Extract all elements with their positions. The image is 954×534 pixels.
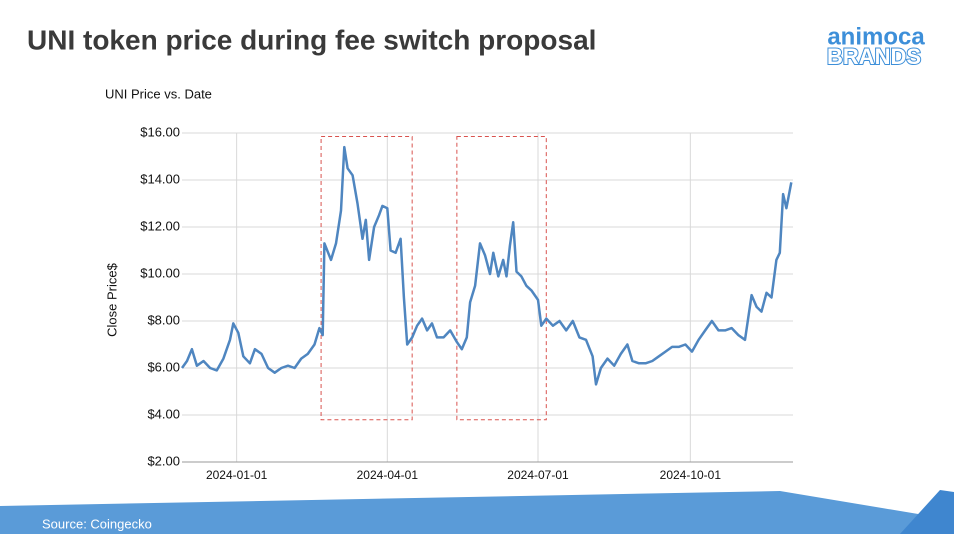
price-line [180,145,793,386]
y-tick-label: $8.00 [147,312,180,327]
x-tick-label: 2024-04-01 [357,468,419,482]
y-tick-label: $2.00 [147,453,180,468]
footer-accent [900,490,954,534]
y-tick-label: $12.00 [140,218,180,233]
logo-bottom: BRANDS [827,44,921,69]
y-tick-label: $10.00 [140,265,180,280]
x-tick-label: 2024-07-01 [507,468,569,482]
highlight-box [320,136,413,421]
slide-title: UNI token price during fee switch propos… [27,24,596,55]
x-tick-label: 2024-01-01 [206,468,268,482]
y-tick-label: $14.00 [140,171,180,186]
logo-top: animoca [827,23,925,50]
y-tick-label: $16.00 [140,124,180,139]
source: Source: Coingecko [42,516,152,531]
y-axis-label: Close Price$ [104,262,119,336]
chart-title: UNI Price vs. Date [105,86,212,101]
footer-band [0,491,954,534]
x-tick-label: 2024-10-01 [660,468,722,482]
highlight-box [456,136,547,421]
y-tick-label: $4.00 [147,406,180,421]
y-tick-label: $6.00 [147,359,180,374]
